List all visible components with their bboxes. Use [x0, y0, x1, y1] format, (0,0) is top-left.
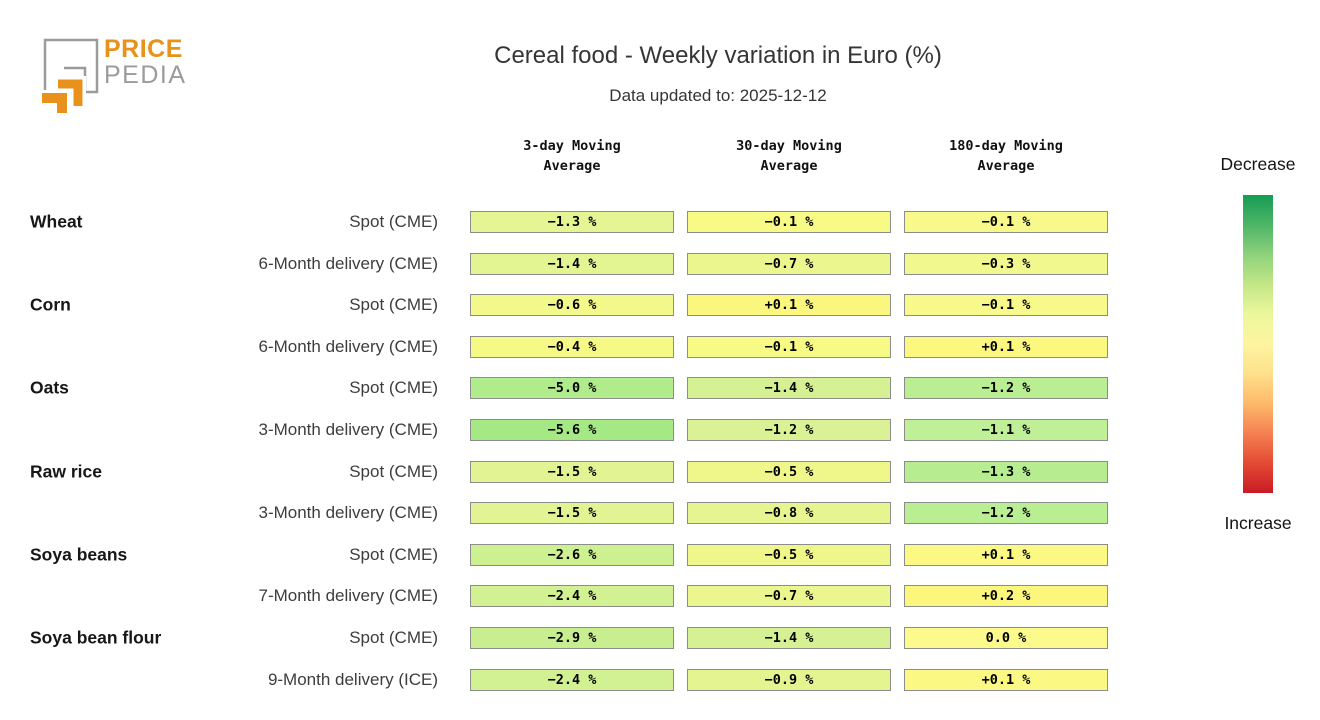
table-row: Soya bean flour Spot (CME) −2.9 % −1.4 %…	[0, 627, 1320, 649]
table-row: Raw rice Spot (CME) −1.5 % −0.5 % −1.3 %	[0, 460, 1320, 483]
column-header-line: Average	[977, 158, 1035, 174]
heatmap-cell: +0.1 %	[904, 543, 1108, 566]
page-title: Cereal food - Weekly variation in Euro (…	[494, 42, 942, 69]
heatmap-cell: −0.1 %	[687, 211, 891, 233]
row-series-label: Spot (CME)	[349, 295, 438, 315]
row-series-label: 7-Month delivery (CME)	[258, 586, 439, 606]
table-row: 3-Month delivery (CME) −5.6 % −1.2 % −1.…	[0, 419, 1320, 441]
heatmap-cell: −1.2 %	[687, 419, 891, 441]
heatmap-cell: −0.4 %	[470, 335, 674, 358]
heatmap-cell: +0.1 %	[904, 668, 1108, 691]
row-group-label: Raw rice	[30, 461, 102, 482]
row-series-label: Spot (CME)	[349, 378, 438, 398]
heatmap-cell: −0.1 %	[687, 335, 891, 358]
heatmap-cell: −1.3 %	[470, 211, 674, 233]
heatmap-cell: −0.3 %	[904, 252, 1108, 275]
heatmap-cell: −0.7 %	[687, 252, 891, 275]
heatmap-cell: −1.4 %	[470, 252, 674, 275]
heatmap-cell: −1.1 %	[904, 419, 1108, 441]
table-row: 7-Month delivery (CME) −2.4 % −0.7 % +0.…	[0, 585, 1320, 608]
column-header-line: 30-day Moving	[736, 138, 842, 154]
row-series-label: 6-Month delivery (CME)	[258, 336, 439, 356]
heatmap-cell: −2.6 %	[470, 543, 674, 566]
logo-word-price: PRICE	[104, 35, 183, 63]
table-row: Wheat Spot (CME) −1.3 % −0.1 % −0.1 %	[0, 211, 1320, 233]
heatmap-cell: −0.8 %	[687, 502, 891, 525]
heatmap-cell: −0.1 %	[904, 211, 1108, 233]
heatmap-cell: +0.2 %	[904, 585, 1108, 608]
row-series-label: Spot (CME)	[349, 544, 438, 564]
heatmap-cell: −2.9 %	[470, 627, 674, 649]
column-header-line: 180-day Moving	[949, 138, 1063, 154]
table-row: 9-Month delivery (ICE) −2.4 % −0.9 % +0.…	[0, 668, 1320, 691]
heatmap-cell: +0.1 %	[904, 335, 1108, 358]
logo-word-pedia: PEDIA	[104, 61, 187, 89]
heatmap-cell: −0.5 %	[687, 460, 891, 483]
row-group-label: Soya bean flour	[30, 627, 162, 648]
heatmap-cell: −1.4 %	[687, 627, 891, 649]
column-header-30day: 30-day Moving Average	[687, 136, 891, 176]
row-series-label: Spot (CME)	[349, 461, 438, 481]
heatmap-cell: −1.2 %	[904, 502, 1108, 525]
row-series-label: 6-Month delivery (CME)	[258, 253, 439, 273]
heatmap-cell: −1.2 %	[904, 377, 1108, 400]
row-group-label: Oats	[30, 377, 69, 398]
data-updated-subtitle: Data updated to: 2025-12-12	[609, 86, 827, 105]
legend-decrease-label: Decrease	[1220, 154, 1296, 174]
table-row: Soya beans Spot (CME) −2.6 % −0.5 % +0.1…	[0, 543, 1320, 566]
heatmap-cell: −2.4 %	[470, 668, 674, 691]
row-group-label: Soya beans	[30, 544, 128, 565]
column-header-line: Average	[543, 158, 601, 174]
heatmap-cell: −0.1 %	[904, 294, 1108, 317]
column-header-180day: 180-day Moving Average	[904, 136, 1108, 176]
pricepedia-logo-icon	[42, 38, 99, 113]
legend-increase-label: Increase	[1224, 513, 1292, 533]
column-header-line: 3-day Moving	[523, 138, 621, 154]
table-row: 3-Month delivery (CME) −1.5 % −0.8 % −1.…	[0, 502, 1320, 525]
heatmap-cell: −1.5 %	[470, 460, 674, 483]
legend-gradient-bar	[1243, 195, 1273, 493]
row-series-label: Spot (CME)	[349, 628, 438, 647]
heatmap-cell: −1.5 %	[470, 502, 674, 525]
row-series-label: 3-Month delivery (CME)	[258, 503, 439, 523]
pricepedia-logo: PRICE PEDIA	[38, 28, 268, 114]
row-series-label: 3-Month delivery (CME)	[258, 420, 439, 439]
heatmap-cell: 0.0 %	[904, 627, 1108, 649]
heatmap-cell: −0.7 %	[687, 585, 891, 608]
heatmap-cell: −5.6 %	[470, 419, 674, 441]
row-series-label: 9-Month delivery (ICE)	[267, 669, 438, 689]
row-group-label: Corn	[30, 294, 71, 315]
heatmap-cell: −0.5 %	[687, 543, 891, 566]
column-header-3day: 3-day Moving Average	[470, 136, 674, 176]
row-group-label: Wheat	[30, 211, 83, 232]
heatmap-cell: −1.4 %	[687, 377, 891, 400]
table-row: Oats Spot (CME) −5.0 % −1.4 % −1.2 %	[0, 377, 1320, 400]
table-row: Corn Spot (CME) −0.6 % +0.1 % −0.1 %	[0, 294, 1320, 317]
heatmap-cell: −1.3 %	[904, 460, 1108, 483]
heatmap-cell: −2.4 %	[470, 585, 674, 608]
heatmap-cell: −0.9 %	[687, 668, 891, 691]
column-header-line: Average	[760, 158, 818, 174]
heatmap-cell: −0.6 %	[470, 294, 674, 317]
heatmap-cell: −5.0 %	[470, 377, 674, 400]
pricepedia-logo-text: PRICE PEDIA	[104, 36, 187, 88]
table-row: 6-Month delivery (CME) −0.4 % −0.1 % +0.…	[0, 335, 1320, 358]
heatmap-cell: +0.1 %	[687, 294, 891, 317]
table-row: 6-Month delivery (CME) −1.4 % −0.7 % −0.…	[0, 252, 1320, 275]
row-series-label: Spot (CME)	[349, 212, 438, 231]
